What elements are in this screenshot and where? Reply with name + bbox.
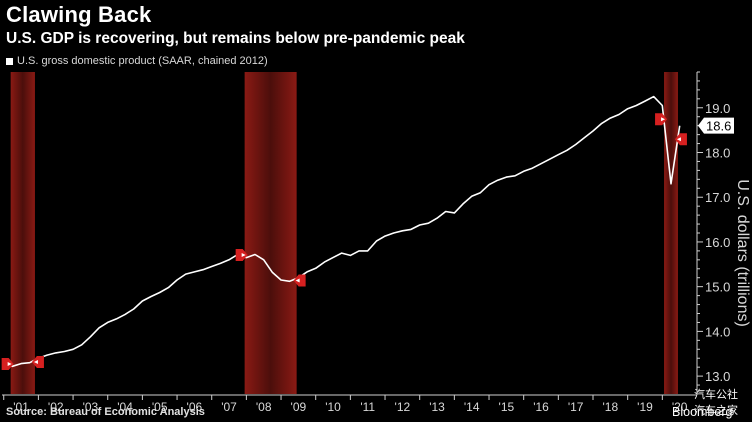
x-tick-label: '08 bbox=[256, 400, 272, 414]
x-tick-label: '10 bbox=[325, 400, 341, 414]
x-tick-label: '05 bbox=[152, 400, 168, 414]
chart-subtitle: U.S. GDP is recovering, but remains belo… bbox=[6, 30, 465, 47]
y-tick-label: 16.0 bbox=[705, 235, 730, 250]
last-value-box bbox=[698, 117, 734, 134]
brand-logo: Bloomberg bbox=[672, 405, 733, 419]
x-tick-label: '18 bbox=[603, 400, 619, 414]
recession-end-marker-arrow bbox=[33, 360, 38, 365]
y-tick-label: 17.0 bbox=[705, 190, 730, 205]
y-tick-label: 14.0 bbox=[705, 324, 730, 339]
recession-start-marker-arrow bbox=[7, 362, 12, 367]
x-tick-label: '07 bbox=[221, 400, 237, 414]
y-tick-label: 18.0 bbox=[705, 146, 730, 161]
recession-start-marker-arrow bbox=[241, 252, 246, 257]
y-axis: 13.0 14.0 15.0 16.0 17.0 18.0 19.0 bbox=[696, 71, 730, 395]
x-tick-label: '16 bbox=[533, 400, 549, 414]
recession-bands bbox=[10, 72, 678, 394]
y-tick-label: 19.0 bbox=[705, 101, 730, 116]
x-tick-label: '14 bbox=[464, 400, 480, 414]
x-tick-label: '13 bbox=[429, 400, 445, 414]
y-tick-label: 13.0 bbox=[705, 369, 730, 384]
legend: U.S. gross domestic product (SAAR, chain… bbox=[6, 55, 268, 67]
x-tick-label: '11 bbox=[360, 400, 375, 414]
last-value-callout: 18.6 bbox=[698, 117, 734, 134]
y-axis-label: U.S. dollars (trillions) bbox=[734, 179, 751, 327]
recession-markers bbox=[1, 113, 687, 371]
recession-band bbox=[10, 72, 35, 394]
recession-band bbox=[244, 72, 297, 394]
last-value-label: 18.6 bbox=[706, 119, 731, 134]
x-tick-label: '19 bbox=[637, 400, 653, 414]
legend-label: U.S. gross domestic product (SAAR, chain… bbox=[17, 55, 268, 67]
x-tick-label: '06 bbox=[187, 400, 203, 414]
x-tick-label: '15 bbox=[499, 400, 515, 414]
watermark: 汽车公社 汽车之家 bbox=[694, 387, 738, 419]
watermark-line-2: 汽车之家 bbox=[694, 405, 738, 417]
x-tick-label: '01 bbox=[13, 400, 29, 414]
x-tick-label: '17 bbox=[568, 400, 584, 414]
x-tick-label: '12 bbox=[395, 400, 411, 414]
recession-end-marker-arrow bbox=[295, 278, 300, 283]
source-note: Source: Bureau of Economic Analysis bbox=[6, 406, 205, 418]
x-tick-label: '09 bbox=[291, 400, 307, 414]
watermark-line-1: 汽车公社 bbox=[694, 389, 738, 401]
recession-band bbox=[664, 72, 678, 394]
series-layer bbox=[3, 95, 681, 368]
x-tick-label: '04 bbox=[117, 400, 133, 414]
legend-swatch bbox=[6, 57, 13, 65]
x-tick-label: '20 bbox=[672, 400, 688, 414]
x-axis: '01 '02 '03 '04 '05 '06 '07 '08 '09 '10 '11 '12 '13 '… bbox=[2, 394, 697, 414]
x-tick-label: '03 bbox=[83, 400, 99, 414]
chart-title: Clawing Back bbox=[6, 2, 152, 27]
recession-end-marker-arrow bbox=[676, 137, 681, 142]
series-line bbox=[3, 95, 681, 368]
y-tick-label: 15.0 bbox=[705, 280, 730, 295]
recession-start-marker-arrow bbox=[661, 117, 666, 122]
x-tick-label: '02 bbox=[48, 400, 64, 414]
